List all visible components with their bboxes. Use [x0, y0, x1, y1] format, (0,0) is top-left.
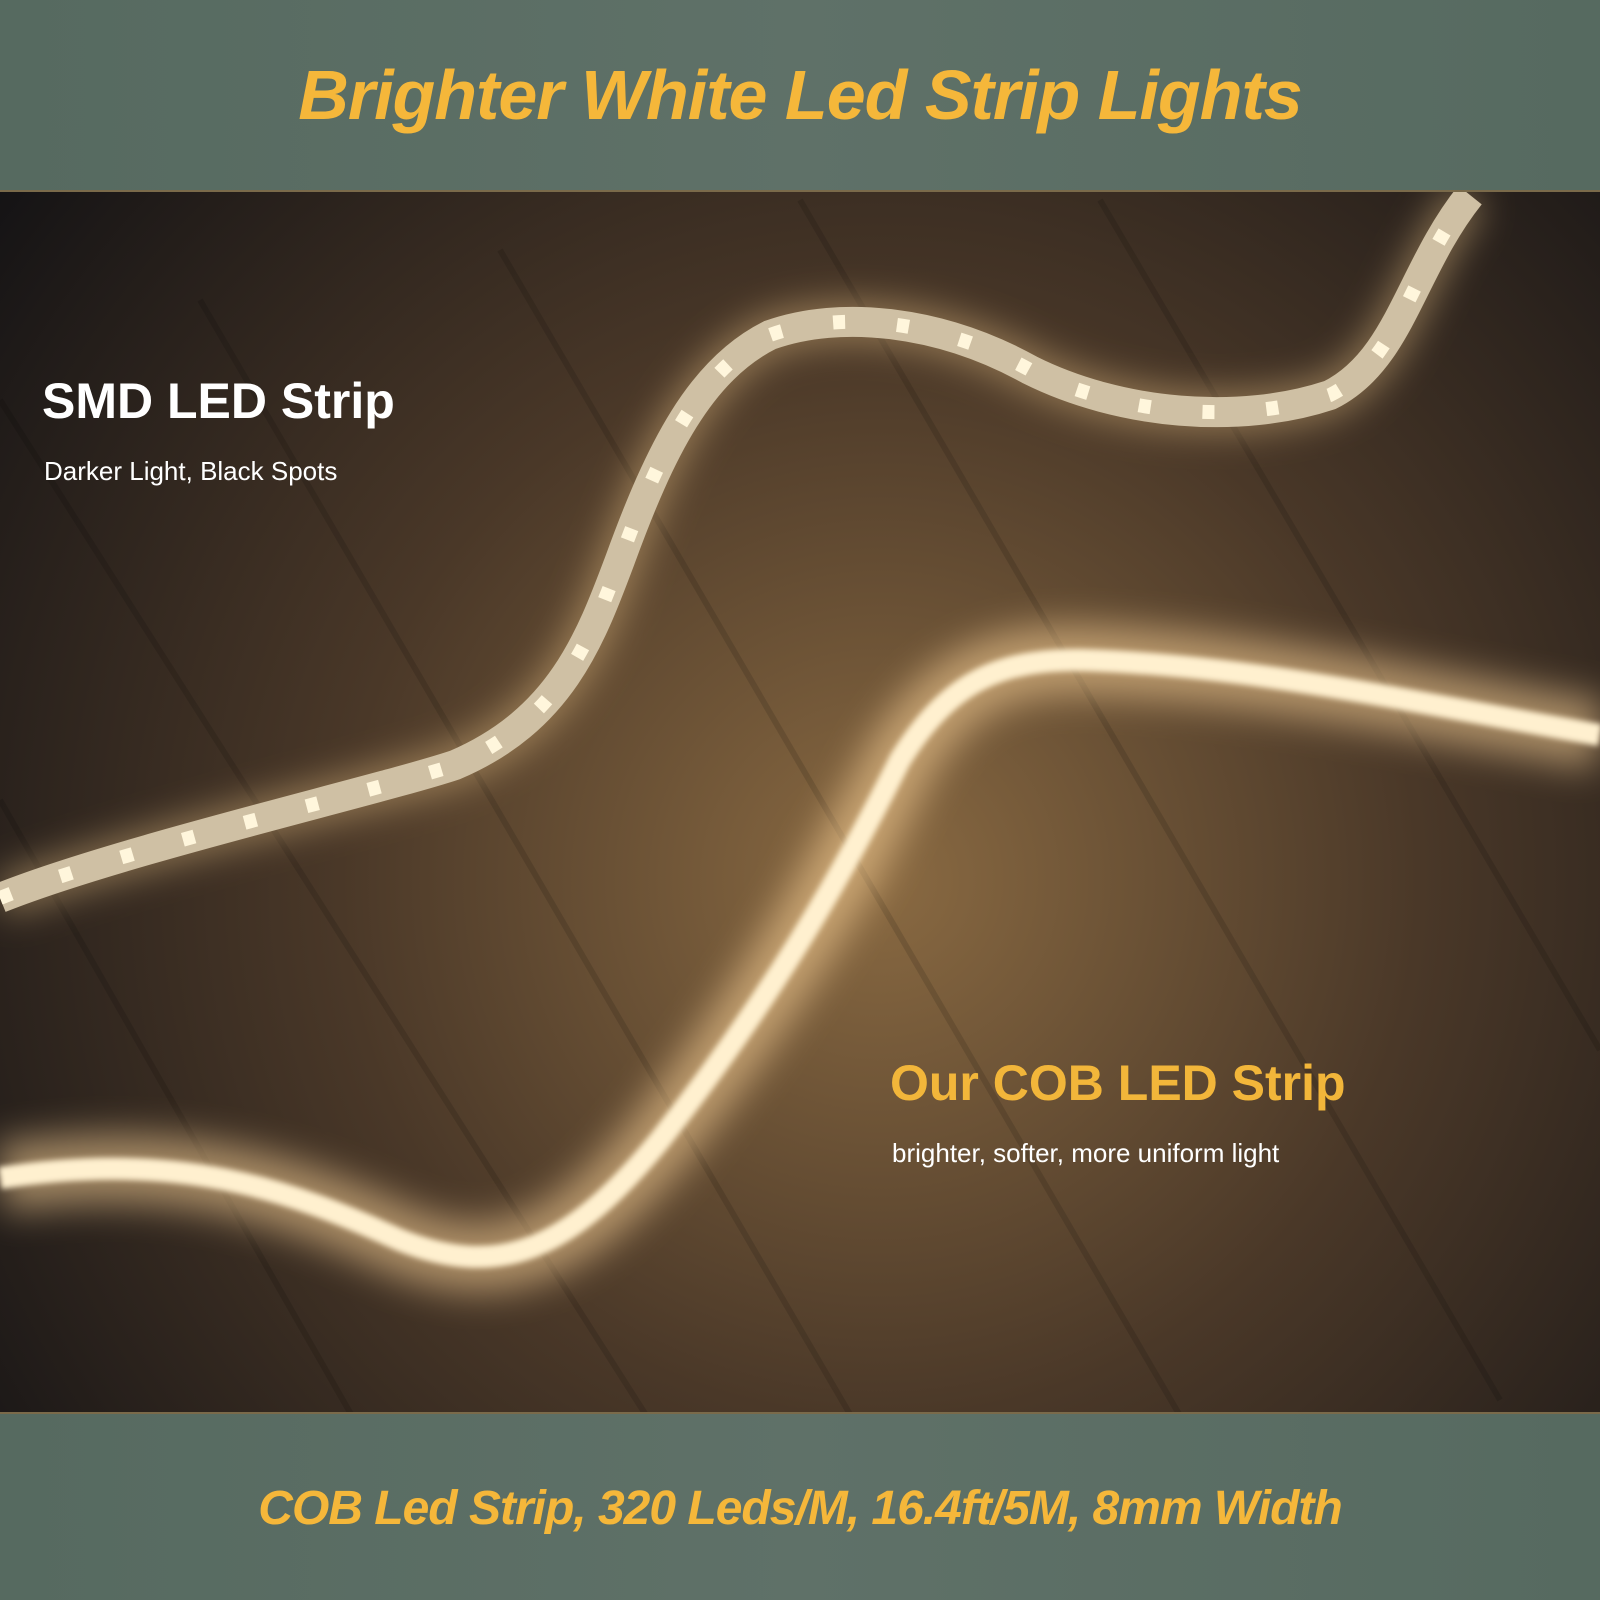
footer-band: COB Led Strip, 320 Leds/M, 16.4ft/5M, 8m… — [0, 1412, 1600, 1600]
smd-leds — [0, 190, 1476, 905]
footer-text: COB Led Strip, 320 Leds/M, 16.4ft/5M, 8m… — [258, 1481, 1342, 1535]
cob-label: Our COB LED Strip brighter, softer, more… — [890, 1054, 1346, 1169]
label-title: SMD LED Strip — [42, 373, 395, 429]
header-band: Brighter White Led Strip Lights — [0, 0, 1600, 192]
label-title: Our COB LED Strip — [890, 1055, 1346, 1111]
smd-label: SMD LED Strip Darker Light, Black Spots — [42, 372, 395, 487]
label-subtitle: Darker Light, Black Spots — [44, 456, 338, 486]
cob-strip — [0, 648, 1600, 1268]
label-subtitle: brighter, softer, more uniform light — [892, 1138, 1280, 1168]
header-title: Brighter White Led Strip Lights — [298, 56, 1302, 134]
